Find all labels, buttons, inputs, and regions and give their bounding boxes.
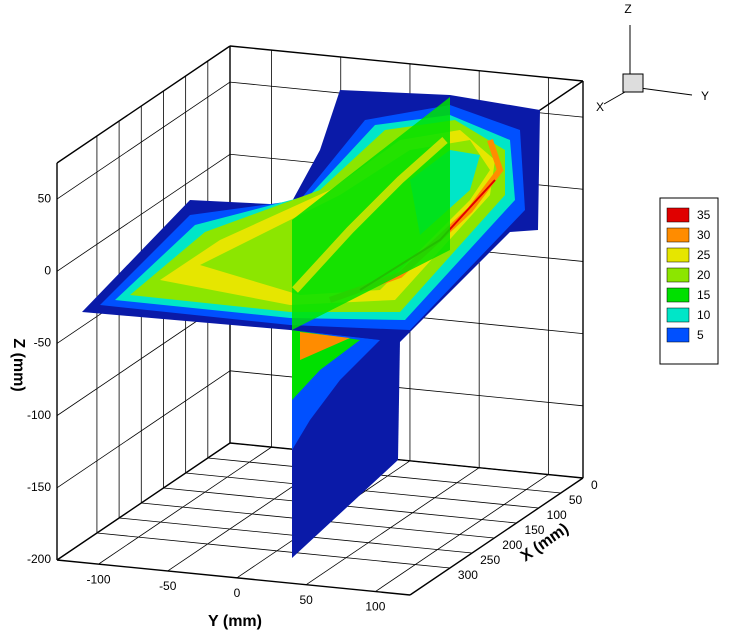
- box-edge: [229, 45, 584, 82]
- grid-line: [98, 446, 272, 565]
- grid-line: [96, 532, 450, 569]
- orientation-triad: X Y Z: [596, 2, 709, 114]
- legend-swatch: [666, 287, 690, 303]
- legend-label: 30: [697, 228, 711, 242]
- grid-line: [56, 153, 231, 272]
- z-tick-label: -50: [34, 336, 52, 350]
- box-edge: [56, 559, 411, 596]
- y-tick-label: 100: [365, 600, 385, 614]
- legend-swatch: [666, 327, 690, 343]
- box-edge: [409, 477, 584, 596]
- vertical-plane-lower-fill: [300, 332, 350, 360]
- grid-line: [229, 370, 584, 407]
- vertical-plane-streak: [292, 137, 448, 293]
- x-tick-label: 300: [458, 568, 478, 582]
- y-tick-label: -50: [159, 579, 177, 593]
- triad-label: Z: [624, 2, 631, 16]
- x-tick-label: 200: [502, 538, 522, 552]
- x-tick-label: 250: [480, 553, 500, 567]
- triad-label: X: [596, 100, 604, 114]
- y-tick-label: 0: [234, 586, 241, 600]
- triad-axis: [639, 87, 693, 96]
- legend-label: 5: [697, 328, 704, 342]
- grid-line: [56, 442, 231, 561]
- y-tick-label: 50: [299, 593, 313, 607]
- triad-label: Y: [701, 89, 709, 103]
- triad-axis: [603, 91, 626, 105]
- z-tick-label: 0: [44, 263, 51, 277]
- z-axis-title: Z (mm): [10, 338, 27, 391]
- z-tick-label: -150: [27, 480, 51, 494]
- box-edge: [56, 45, 231, 164]
- legend-label: 20: [697, 268, 711, 282]
- legend-label: 10: [697, 308, 711, 322]
- legend-label: 15: [697, 288, 711, 302]
- contour-surfaces: [82, 90, 540, 558]
- legend-label: 35: [697, 208, 711, 222]
- legend-swatch: [666, 267, 690, 283]
- legend-swatch: [666, 247, 690, 263]
- z-tick-label: 50: [38, 191, 52, 205]
- grid-line: [375, 474, 549, 592]
- grid-line: [229, 442, 584, 479]
- x-tick-label: 0: [591, 478, 598, 492]
- grid-line: [305, 467, 480, 586]
- x-tick-label: 50: [569, 493, 583, 507]
- legend-swatch: [666, 307, 690, 323]
- z-tick-label: -200: [27, 552, 51, 566]
- legend-swatch: [666, 227, 690, 243]
- y-tick-label: -100: [87, 572, 111, 586]
- grid-line: [56, 370, 231, 489]
- legend-swatch: [666, 207, 690, 223]
- grid-line: [56, 81, 231, 200]
- z-tick-label: -100: [27, 408, 51, 422]
- x-tick-label: 100: [547, 508, 567, 522]
- x-tick-label: 150: [524, 523, 544, 537]
- axis-labels: 500-50-100-150-200-100 -50 0 50 100050100150…: [27, 191, 598, 613]
- legend-label: 25: [697, 248, 711, 262]
- legend: 35 30 25 20 15 10 5: [666, 207, 711, 343]
- y-axis-title: Y (mm): [208, 613, 262, 630]
- triad-cube: [622, 73, 644, 93]
- grid-line: [207, 457, 561, 494]
